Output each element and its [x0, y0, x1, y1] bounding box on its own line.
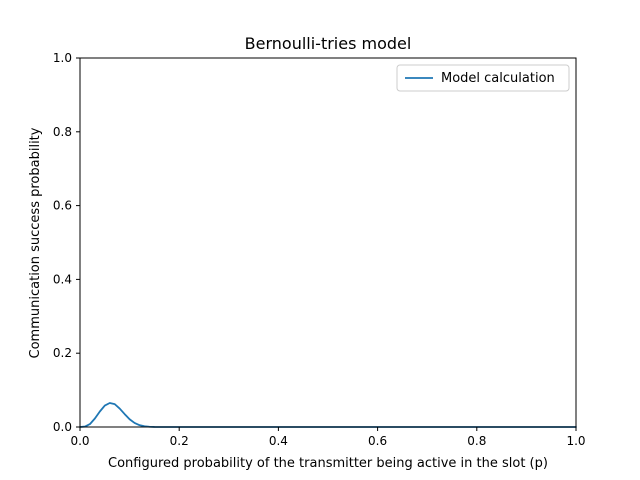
x-axis-label: Configured probability of the transmitte… [108, 456, 548, 471]
x-tick-label: 0.0 [70, 434, 89, 448]
y-tick-label: 0.4 [53, 272, 72, 286]
legend-box [396, 64, 570, 92]
y-tick-label: 0.2 [53, 346, 72, 360]
axis-ticks: 0.0 0.2 0.4 0.6 0.8 1.0 0.0 0.2 0.4 0.6 0.8 1.0 [53, 51, 586, 448]
y-tick-label: 0.6 [53, 199, 72, 213]
axes-frame [79, 57, 577, 428]
x-tick-label: 1.0 [566, 434, 585, 448]
x-tick-label: 0.6 [368, 434, 387, 448]
y-tick-label: 0.8 [53, 125, 72, 139]
y-axis-label: Communication success probability [28, 127, 43, 358]
legend: Model calculation [396, 64, 570, 92]
x-tick-label: 0.2 [170, 434, 189, 448]
y-tick-label: 0.0 [53, 420, 72, 434]
chart-title: Bernoulli-tries model [245, 34, 412, 53]
x-tick-label: 0.8 [467, 434, 486, 448]
x-tick-label: 0.4 [269, 434, 288, 448]
legend-label: Model calculation [441, 71, 555, 86]
y-tick-label: 1.0 [53, 51, 72, 65]
